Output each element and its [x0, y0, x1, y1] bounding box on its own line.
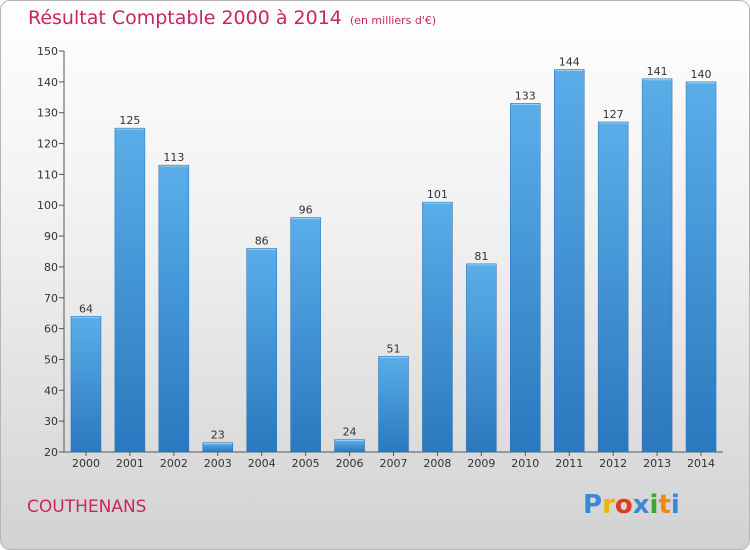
- bar: [70, 316, 102, 453]
- x-tick-label: 2012: [599, 457, 627, 470]
- proxiti-logo: Proxiti: [583, 490, 680, 520]
- bar-value-label: 24: [343, 426, 357, 439]
- bar: [553, 69, 585, 453]
- bar: [685, 81, 717, 453]
- y-tick-label: 30: [44, 415, 58, 428]
- y-tick-label: 50: [44, 353, 58, 366]
- x-tick-label: 2011: [555, 457, 583, 470]
- bar-value-label: 96: [299, 204, 313, 217]
- logo-letter: P: [583, 490, 603, 520]
- logo-letter: i: [649, 490, 659, 520]
- bar-value-label: 113: [163, 151, 184, 164]
- x-tick-label: 2009: [467, 457, 495, 470]
- x-tick-label: 2010: [511, 457, 539, 470]
- bar: [597, 121, 629, 453]
- x-tick-label: 2006: [336, 457, 364, 470]
- y-tick-label: 110: [37, 168, 58, 181]
- y-tick-label: 60: [44, 323, 58, 336]
- chart-title-text: Résultat Comptable 2000 à 2014: [28, 7, 342, 29]
- logo-letter: i: [670, 490, 680, 520]
- bar-value-label: 64: [79, 302, 93, 315]
- bar: [510, 103, 541, 453]
- bar-value-label: 141: [647, 65, 668, 78]
- x-tick-label: 2005: [292, 457, 320, 470]
- bar-value-label: 133: [515, 89, 536, 102]
- x-tick-label: 2002: [160, 457, 188, 470]
- y-tick-label: 40: [44, 384, 58, 397]
- x-tick-label: 2007: [380, 457, 408, 470]
- bar-value-label: 86: [255, 234, 269, 247]
- bar-value-label: 127: [603, 108, 624, 121]
- bar-value-label: 140: [691, 68, 712, 81]
- bar: [114, 127, 146, 453]
- x-tick-label: 2000: [72, 457, 100, 470]
- y-tick-label: 150: [37, 45, 58, 58]
- x-tick-label: 2014: [687, 457, 715, 470]
- y-tick-label: 70: [44, 292, 58, 305]
- y-tick-label: 80: [44, 261, 58, 274]
- y-tick-label: 90: [44, 230, 58, 243]
- y-tick-label: 120: [37, 138, 58, 151]
- bar: [158, 164, 190, 453]
- x-tick-label: 2001: [116, 457, 144, 470]
- bar-value-label: 144: [559, 56, 580, 69]
- x-tick-label: 2004: [248, 457, 276, 470]
- bar: [466, 263, 497, 453]
- logo-letter: r: [602, 490, 615, 520]
- chart-unit: (en milliers d'€): [349, 14, 437, 27]
- bar: [246, 248, 277, 453]
- y-tick-label: 140: [37, 76, 58, 89]
- town-name: COUTHENANS: [27, 497, 147, 517]
- bar: [378, 356, 409, 453]
- bar-value-label: 51: [387, 342, 401, 355]
- bar-value-label: 23: [211, 429, 225, 442]
- y-tick-label: 130: [37, 107, 58, 120]
- logo-letter: x: [632, 490, 650, 520]
- bar: [334, 439, 365, 453]
- bar: [422, 201, 453, 453]
- bar: [641, 78, 673, 453]
- bar-value-label: 101: [427, 188, 448, 201]
- logo-letter: o: [614, 490, 633, 520]
- bar-value-label: 81: [474, 250, 488, 263]
- x-tick-label: 2003: [204, 457, 232, 470]
- x-tick-label: 2008: [423, 457, 451, 470]
- chart-title: Résultat Comptable 2000 à 2014 (en millie…: [28, 7, 436, 29]
- x-tick-label: 2013: [643, 457, 671, 470]
- bar-value-label: 125: [119, 114, 140, 127]
- y-tick-label: 20: [44, 446, 58, 459]
- logo-letter: t: [658, 490, 671, 520]
- y-tick-label: 100: [37, 199, 58, 212]
- bar: [290, 217, 321, 453]
